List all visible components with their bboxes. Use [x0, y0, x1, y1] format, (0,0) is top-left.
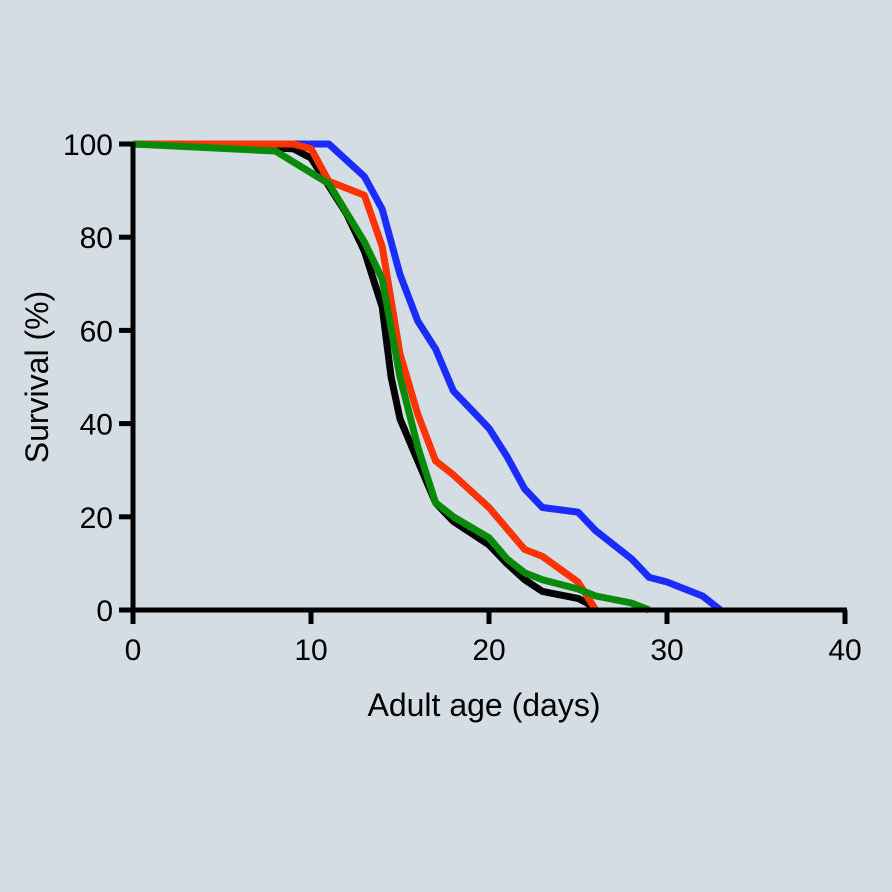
x-tick-label: 40 [828, 634, 861, 667]
x-tick-label: 20 [472, 634, 505, 667]
x-tick-label: 10 [294, 634, 327, 667]
series-line-4 [132, 140, 651, 614]
ticks-layer: 0 10 20 30 40 0 20 40 60 80 100 [63, 129, 862, 667]
x-axis-label: Adult age (days) [367, 687, 600, 723]
series-line-1 [132, 140, 598, 613]
y-tick-label: 0 [96, 595, 113, 628]
x-tick-label: 0 [125, 634, 142, 667]
y-tick-label: 20 [80, 502, 113, 535]
series-layer [132, 140, 723, 614]
y-axis-label: Survival (%) [19, 291, 55, 463]
y-tick-label: 100 [63, 129, 113, 162]
y-tick-label: 80 [80, 222, 113, 255]
y-tick-label: 40 [80, 409, 113, 442]
series-line-2 [133, 140, 723, 613]
series-line-3 [133, 140, 599, 612]
x-tick-label: 30 [650, 634, 683, 667]
y-tick-label: 60 [80, 315, 113, 348]
